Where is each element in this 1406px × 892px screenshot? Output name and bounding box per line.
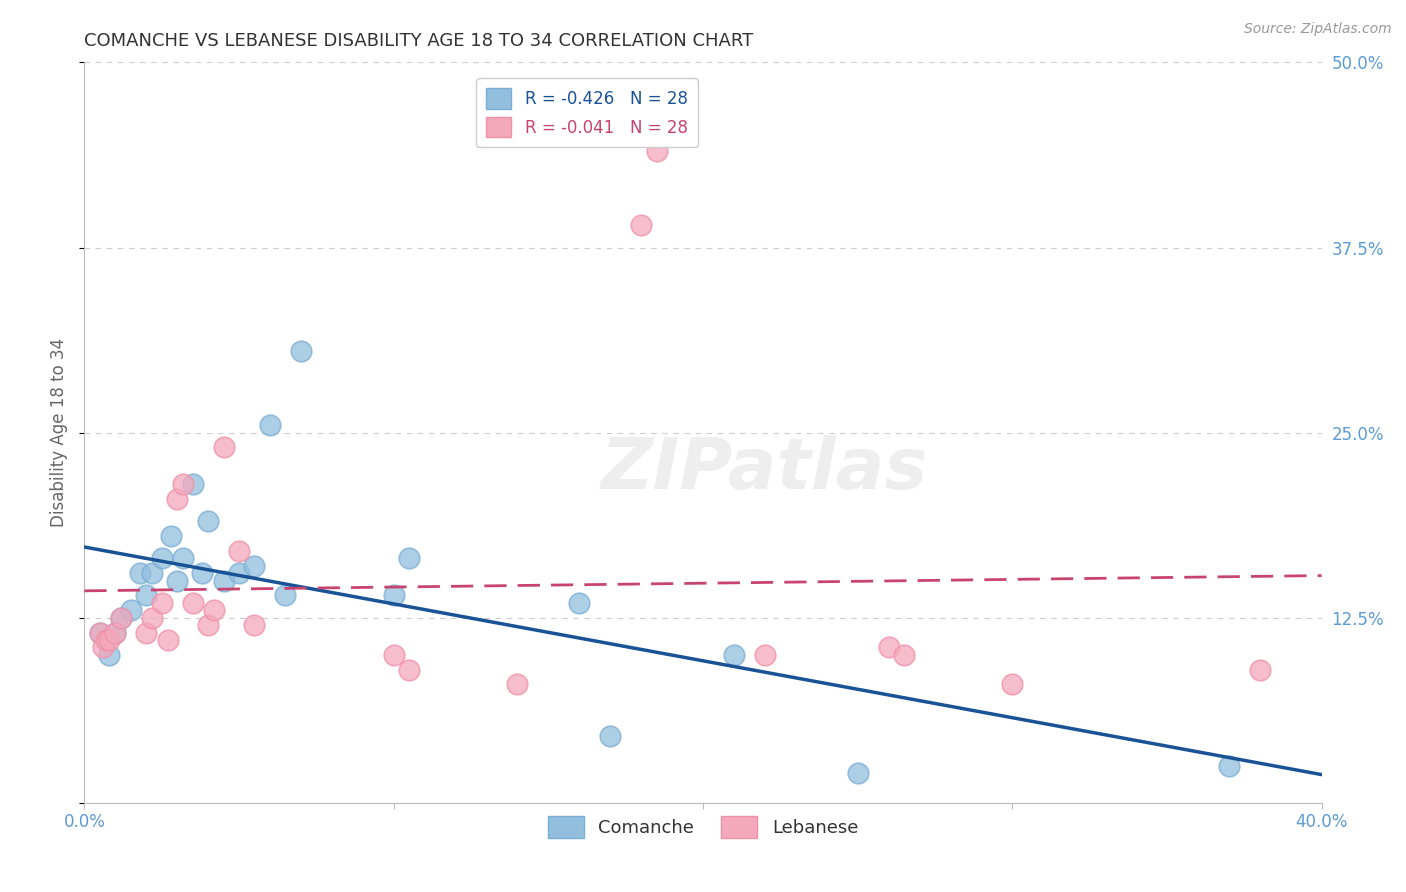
Point	[228, 566, 250, 581]
Point	[160, 529, 183, 543]
Point	[645, 145, 668, 159]
Point	[141, 610, 163, 624]
Point	[172, 551, 194, 566]
Point	[259, 418, 281, 433]
Point	[91, 640, 114, 655]
Point	[104, 625, 127, 640]
Point	[120, 603, 142, 617]
Point	[181, 477, 204, 491]
Point	[382, 589, 405, 603]
Point	[599, 729, 621, 743]
Point	[1218, 758, 1240, 772]
Point	[290, 344, 312, 359]
Point	[89, 625, 111, 640]
Point	[877, 640, 900, 655]
Point	[398, 663, 420, 677]
Text: ZIPatlas: ZIPatlas	[602, 435, 928, 504]
Text: Source: ZipAtlas.com: Source: ZipAtlas.com	[1244, 22, 1392, 37]
Point	[135, 589, 157, 603]
Point	[135, 625, 157, 640]
Point	[197, 618, 219, 632]
Point	[1001, 677, 1024, 691]
Point	[212, 574, 235, 588]
Point	[98, 632, 121, 647]
Point	[630, 219, 652, 233]
Point	[191, 566, 214, 581]
Point	[141, 566, 163, 581]
Point	[243, 618, 266, 632]
Point	[98, 648, 121, 662]
Point	[893, 648, 915, 662]
Point	[150, 596, 173, 610]
Point	[754, 648, 776, 662]
Point	[156, 632, 179, 647]
Point	[274, 589, 297, 603]
Point	[197, 515, 219, 529]
Point	[110, 610, 132, 624]
Point	[723, 648, 745, 662]
Point	[243, 558, 266, 573]
Legend: Comanche, Lebanese: Comanche, Lebanese	[540, 809, 866, 846]
Point	[89, 625, 111, 640]
Point	[104, 625, 127, 640]
Text: COMANCHE VS LEBANESE DISABILITY AGE 18 TO 34 CORRELATION CHART: COMANCHE VS LEBANESE DISABILITY AGE 18 T…	[84, 32, 754, 50]
Point	[1249, 663, 1271, 677]
Point	[166, 492, 188, 507]
Point	[150, 551, 173, 566]
Point	[129, 566, 152, 581]
Point	[382, 648, 405, 662]
Point	[110, 610, 132, 624]
Point	[398, 551, 420, 566]
Point	[212, 441, 235, 455]
Point	[228, 544, 250, 558]
Point	[94, 632, 117, 647]
Point	[166, 574, 188, 588]
Point	[506, 677, 529, 691]
Point	[568, 596, 591, 610]
Point	[202, 603, 225, 617]
Point	[181, 596, 204, 610]
Point	[846, 766, 869, 780]
Y-axis label: Disability Age 18 to 34: Disability Age 18 to 34	[51, 338, 69, 527]
Point	[172, 477, 194, 491]
